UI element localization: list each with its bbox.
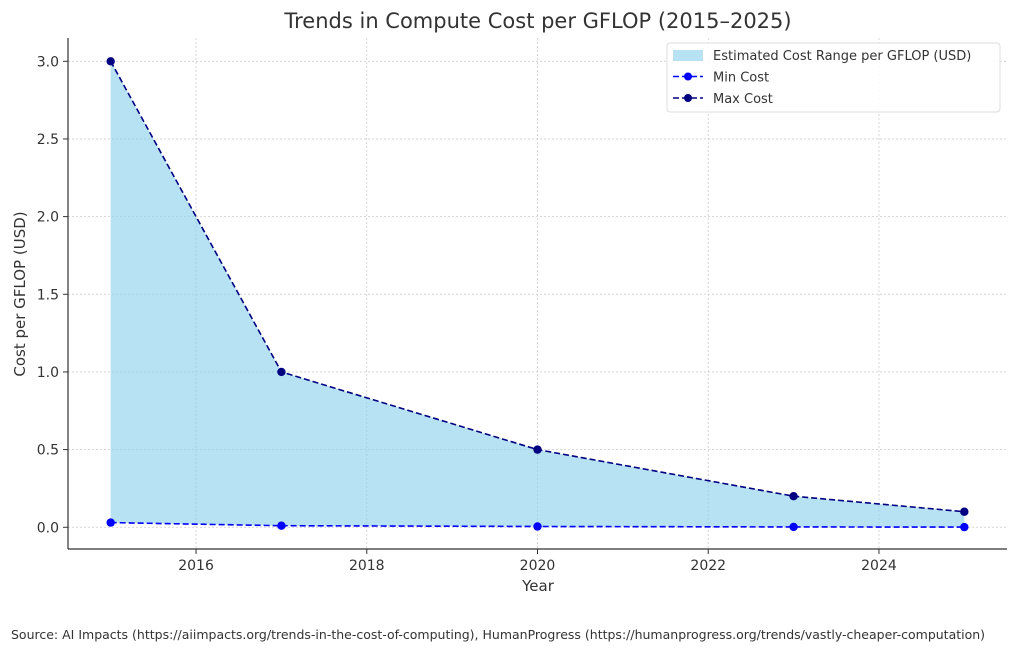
min-cost-point bbox=[106, 518, 115, 527]
x-tick-label: 2024 bbox=[861, 558, 897, 574]
max-cost-point bbox=[960, 507, 969, 516]
min-cost-point bbox=[533, 522, 542, 531]
y-tick-label: 0.0 bbox=[37, 520, 59, 536]
max-cost-point bbox=[277, 367, 286, 377]
min-cost-point bbox=[960, 522, 969, 532]
x-tick-label: 2016 bbox=[178, 558, 214, 574]
legend-label: Estimated Cost Range per GFLOP (USD) bbox=[713, 49, 971, 64]
y-tick-label: 2.0 bbox=[37, 210, 59, 226]
y-tick-label: 3.0 bbox=[37, 54, 59, 70]
series-layer bbox=[106, 57, 969, 532]
y-axis-label: Cost per GFLOP (USD) bbox=[11, 211, 29, 376]
range-fill-area bbox=[110, 61, 965, 528]
max-cost-point bbox=[533, 445, 542, 454]
x-tick-label: 2022 bbox=[690, 558, 726, 574]
legend-label: Min Cost bbox=[713, 71, 769, 86]
x-tick-label: 2018 bbox=[349, 558, 385, 574]
x-axis-label: Year bbox=[521, 577, 555, 595]
min-cost-point bbox=[789, 522, 798, 532]
legend-swatch-range bbox=[673, 50, 703, 61]
max-cost-point bbox=[789, 491, 798, 501]
legend-label: Max Cost bbox=[713, 92, 773, 107]
ticks: 2016 2018 2020 2022 2024 0.0 0.5 1.0 1.5 2.0 2.5 3.… bbox=[37, 54, 897, 574]
legend-marker-max-cost bbox=[684, 94, 692, 102]
legend-marker-min-cost bbox=[684, 72, 692, 81]
chart: 2016 2018 2020 2022 2024 0.0 0.5 1.0 1.5 2.0 2.5 3.… bbox=[11, 9, 1007, 595]
max-cost-point bbox=[106, 57, 115, 66]
y-tick-label: 0.5 bbox=[37, 443, 59, 459]
x-tick-label: 2020 bbox=[520, 558, 556, 574]
y-tick-label: 1.5 bbox=[37, 287, 59, 303]
min-cost-point bbox=[277, 521, 286, 530]
source-note: Source: AI Impacts (https://aiimpacts.or… bbox=[11, 627, 986, 642]
y-tick-label: 1.0 bbox=[37, 365, 59, 381]
chart-title: Trends in Compute Cost per GFLOP (2015–2… bbox=[283, 9, 791, 33]
legend: Estimated Cost Range per GFLOP (USD) Min … bbox=[666, 42, 1001, 113]
legend-box bbox=[666, 42, 1001, 113]
fill-layer bbox=[110, 61, 965, 528]
y-tick-label: 2.5 bbox=[37, 132, 59, 148]
